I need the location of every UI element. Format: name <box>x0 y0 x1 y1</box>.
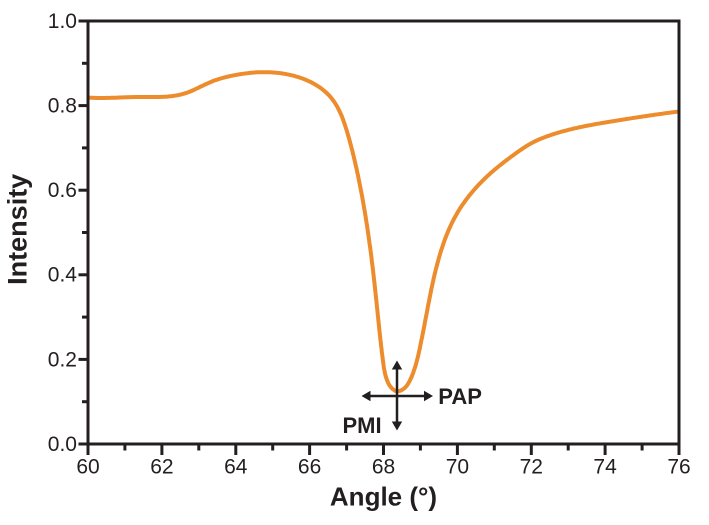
svg-text:1.0: 1.0 <box>48 10 77 33</box>
svg-text:0.8: 0.8 <box>48 95 77 118</box>
svg-text:72: 72 <box>520 456 543 479</box>
svg-text:0.6: 0.6 <box>48 179 77 202</box>
svg-text:PAP: PAP <box>438 384 482 409</box>
svg-text:62: 62 <box>150 456 173 479</box>
svg-text:66: 66 <box>298 456 321 479</box>
svg-text:Intensity: Intensity <box>3 174 33 285</box>
svg-text:70: 70 <box>446 456 469 479</box>
svg-text:0.4: 0.4 <box>48 264 78 287</box>
svg-text:0.0: 0.0 <box>48 433 77 456</box>
svg-text:60: 60 <box>76 456 99 479</box>
svg-text:68: 68 <box>372 456 395 479</box>
svg-text:64: 64 <box>224 456 248 479</box>
svg-text:PMI: PMI <box>343 413 382 438</box>
svg-text:76: 76 <box>667 456 690 479</box>
svg-text:Angle (°): Angle (°) <box>330 482 437 512</box>
svg-text:0.2: 0.2 <box>48 348 77 371</box>
svg-text:74: 74 <box>593 456 617 479</box>
